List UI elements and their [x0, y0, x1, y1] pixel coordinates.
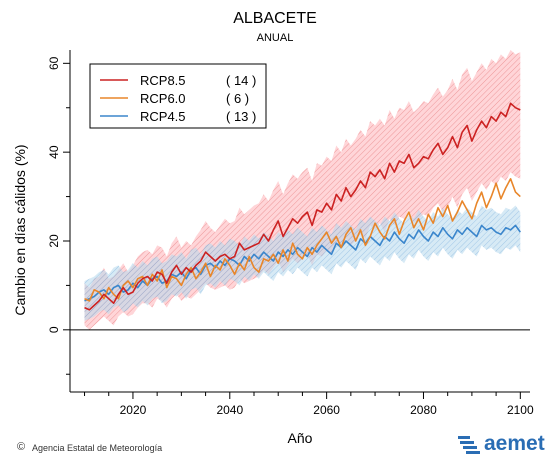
- y-tick-label: 40: [47, 145, 61, 159]
- legend-label: RCP6.0: [140, 91, 186, 106]
- y-tick-label: 20: [47, 234, 61, 248]
- legend-count: ( 13 ): [226, 109, 256, 124]
- x-tick-label: 2100: [507, 403, 534, 417]
- x-tick-label: 2060: [313, 403, 340, 417]
- chart-title: ALBACETE: [233, 10, 317, 27]
- y-tick-label: 60: [47, 56, 61, 70]
- legend-box: [89, 63, 267, 129]
- aemet-logo-text: aemet: [484, 432, 545, 455]
- chart-subtitle: ANUAL: [256, 32, 294, 44]
- copyright-icon: ©: [17, 441, 26, 453]
- series-line-rcp6-0: [84, 178, 521, 302]
- x-tick-label: 2020: [120, 403, 147, 417]
- legend-label: RCP8.5: [140, 73, 186, 88]
- x-axis-label: Año: [287, 430, 313, 446]
- x-tick-label: 2080: [410, 403, 437, 417]
- aemet-logo-icon: [458, 436, 480, 454]
- y-axis-label: Cambio en días cálidos (%): [12, 144, 28, 316]
- legend-label: RCP4.5: [140, 109, 186, 124]
- legend-count: ( 14 ): [226, 73, 256, 88]
- credit-text: Agencia Estatal de Meteorología: [32, 443, 163, 453]
- y-tick-label: 0: [47, 326, 61, 333]
- legend-count: ( 6 ): [226, 91, 249, 106]
- legend: RCP8.5 ( 14 ) RCP6.0 ( 6 ) RCP4.5 ( 13 ): [89, 63, 267, 129]
- series-line-rcp8-5: [84, 102, 521, 311]
- band-rcp4-5: [84, 205, 521, 321]
- series-line-rcp4-5: [84, 224, 521, 302]
- plot-area: [70, 50, 530, 331]
- x-tick-label: 2040: [216, 403, 243, 417]
